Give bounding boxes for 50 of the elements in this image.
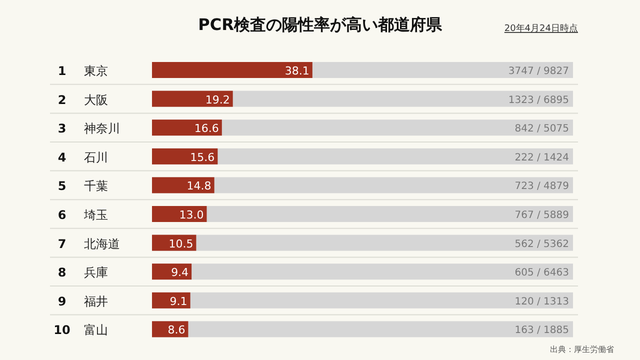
annotation: 562 / 5362 bbox=[514, 238, 569, 250]
text: 8 bbox=[58, 266, 66, 280]
text: 10 bbox=[54, 323, 70, 338]
text: 7 bbox=[58, 236, 66, 251]
text: 6 bbox=[58, 208, 66, 222]
y-tick-label: 石川 bbox=[84, 150, 108, 164]
data-label: 8.6 bbox=[168, 324, 186, 337]
y-tick-label: 富山 bbox=[84, 323, 108, 338]
annotation: 3747 / 9827 bbox=[508, 66, 569, 77]
y-tick-label: 北海道 bbox=[84, 236, 120, 251]
text: 1 bbox=[58, 64, 66, 78]
bar bbox=[152, 264, 192, 280]
bar bbox=[152, 177, 214, 194]
annotation: 767 / 5889 bbox=[514, 210, 569, 221]
y-tick-label: 千葉 bbox=[84, 179, 108, 194]
bar bbox=[152, 206, 207, 222]
y-tick-label: 埼玉 bbox=[83, 208, 108, 222]
annotation: 842 / 5075 bbox=[514, 124, 569, 135]
annotation: 163 / 1885 bbox=[514, 325, 569, 336]
annotation: 120 / 1313 bbox=[514, 296, 569, 308]
data-label: 10.5 bbox=[168, 237, 194, 250]
y-tick-label: 大阪 bbox=[84, 92, 108, 107]
text: 2 bbox=[58, 92, 66, 107]
y-tick-label: 兵庫 bbox=[84, 266, 108, 280]
y-tick-label: 福井 bbox=[84, 294, 108, 308]
text: 5 bbox=[58, 179, 66, 194]
y-tick-label: 東京 bbox=[84, 64, 108, 78]
data-label: 14.8 bbox=[186, 180, 212, 193]
bar bbox=[152, 148, 218, 164]
annotation: 222 / 1424 bbox=[514, 152, 569, 164]
text: 3 bbox=[58, 122, 66, 136]
chart-subtitle: 20年4月24日時点 bbox=[504, 23, 578, 34]
chart-title: PCR検査の陽性率が高い都道府県 bbox=[198, 15, 443, 34]
data-label: 9.4 bbox=[171, 266, 189, 280]
text: 4 bbox=[58, 150, 66, 164]
data-label: 9.1 bbox=[170, 294, 188, 308]
bar bbox=[152, 120, 222, 136]
data-label: 38.1 bbox=[284, 64, 310, 78]
annotation: 605 / 6463 bbox=[514, 268, 569, 279]
data-label: 16.6 bbox=[194, 122, 219, 136]
text: 9 bbox=[58, 294, 66, 308]
data-label: 19.2 bbox=[205, 93, 230, 106]
bar bbox=[152, 90, 233, 107]
y-tick-label: 神奈川 bbox=[84, 122, 120, 136]
annotation: 1323 / 6895 bbox=[508, 94, 569, 106]
data-label: 15.6 bbox=[190, 150, 215, 164]
bar bbox=[152, 292, 190, 308]
data-label: 13.0 bbox=[179, 208, 204, 222]
source-note: 出典：厚生労働省 bbox=[550, 345, 614, 354]
annotation: 723 / 4879 bbox=[514, 181, 569, 192]
